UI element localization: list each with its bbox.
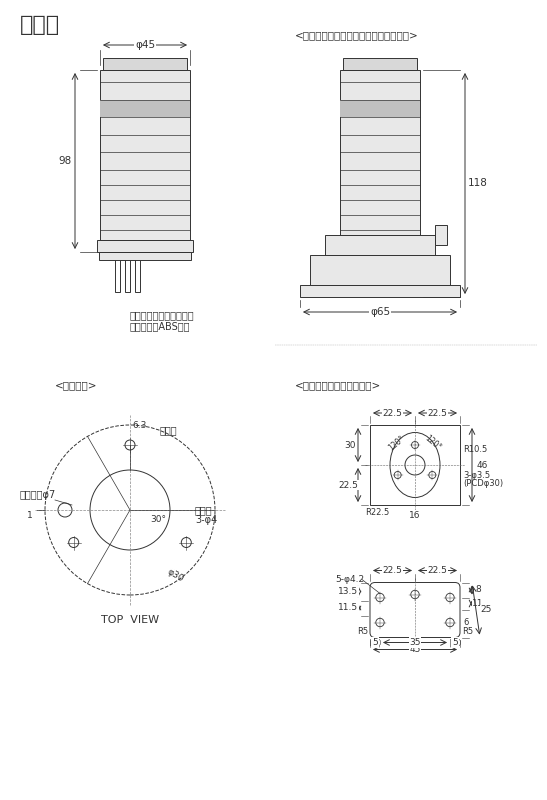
- Text: 35: 35: [409, 638, 421, 647]
- Text: φ45: φ45: [135, 40, 155, 50]
- Text: 銘板側: 銘板側: [160, 425, 178, 435]
- Text: 5: 5: [452, 638, 458, 647]
- Bar: [340, 100, 420, 117]
- Text: 22.5: 22.5: [338, 481, 358, 490]
- Text: 11: 11: [472, 599, 484, 608]
- Text: ボディ　：ABS樹脂: ボディ ：ABS樹脂: [130, 321, 190, 331]
- Text: 6.3: 6.3: [132, 421, 147, 430]
- Bar: [103, 58, 187, 70]
- Text: R5: R5: [357, 626, 368, 635]
- Text: 22.5: 22.5: [382, 409, 403, 418]
- Bar: [435, 225, 447, 245]
- Bar: [325, 235, 435, 255]
- Bar: [99, 252, 191, 260]
- Text: 22.5: 22.5: [382, 566, 403, 575]
- Bar: [300, 285, 460, 297]
- Text: 30: 30: [344, 441, 356, 450]
- Text: 22.5: 22.5: [428, 409, 447, 418]
- Bar: [125, 252, 130, 292]
- Text: <マグネット付台座使用時＆ファクス用>: <マグネット付台座使用時＆ファクス用>: [295, 30, 419, 40]
- Text: 16: 16: [409, 510, 421, 519]
- Bar: [135, 252, 140, 292]
- Text: φ65: φ65: [370, 307, 390, 317]
- Text: 25: 25: [480, 606, 492, 614]
- Text: <壁面取付ブラケット寸法>: <壁面取付ブラケット寸法>: [295, 380, 381, 390]
- Text: 取付穴: 取付穴: [195, 505, 213, 515]
- Text: 118: 118: [468, 178, 488, 189]
- Bar: [100, 100, 190, 117]
- Text: 13.5: 13.5: [338, 587, 358, 596]
- FancyBboxPatch shape: [370, 582, 460, 638]
- Text: 5-φ4.2: 5-φ4.2: [335, 575, 364, 584]
- Text: 11.5: 11.5: [338, 603, 358, 613]
- Text: 30°: 30°: [150, 515, 166, 525]
- Text: (PCDφ30): (PCDφ30): [463, 479, 503, 489]
- Text: R5: R5: [462, 626, 473, 635]
- Text: <取付寸法>: <取付寸法>: [55, 380, 97, 390]
- Text: R22.5: R22.5: [365, 508, 389, 517]
- Text: 45: 45: [409, 645, 421, 654]
- Text: コード穴φ7: コード穴φ7: [20, 490, 56, 500]
- Bar: [100, 70, 190, 240]
- Text: 3-φ4: 3-φ4: [195, 515, 217, 525]
- Ellipse shape: [390, 433, 440, 498]
- Text: グローブ：アクリル樹脂: グローブ：アクリル樹脂: [130, 310, 195, 320]
- Text: 8: 8: [475, 586, 481, 594]
- Text: 5: 5: [372, 638, 378, 647]
- Text: 98: 98: [59, 156, 72, 166]
- Text: TOP  VIEW: TOP VIEW: [101, 615, 159, 625]
- Bar: [310, 255, 450, 285]
- Text: 1: 1: [27, 510, 33, 519]
- Text: φ30: φ30: [165, 566, 185, 583]
- Bar: [343, 58, 417, 70]
- Text: 120°: 120°: [387, 434, 407, 452]
- Text: R10.5: R10.5: [463, 446, 487, 454]
- Text: 6: 6: [463, 618, 468, 627]
- Text: 120°: 120°: [423, 434, 443, 452]
- Text: 46: 46: [476, 461, 488, 470]
- Text: 22.5: 22.5: [428, 566, 447, 575]
- Text: 寸法図: 寸法図: [20, 15, 60, 35]
- Bar: [115, 252, 120, 292]
- Bar: [97, 240, 193, 252]
- Bar: [340, 70, 420, 235]
- Bar: [370, 425, 460, 505]
- Text: 3-φ3.5: 3-φ3.5: [463, 470, 490, 479]
